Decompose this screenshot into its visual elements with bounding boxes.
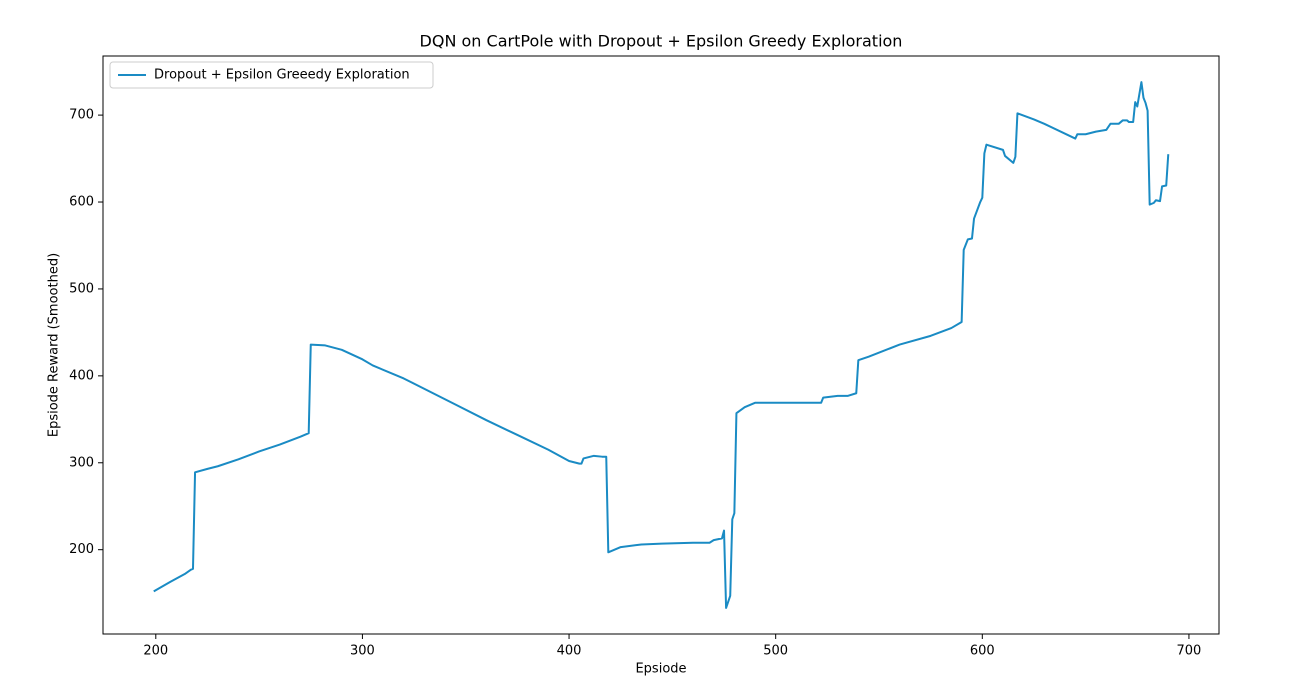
y-tick-label: 500: [69, 281, 94, 296]
data-line: [153, 81, 1170, 609]
y-tick-label: 300: [69, 455, 94, 470]
x-tick-label: 500: [763, 644, 788, 659]
x-tick-label: 300: [350, 644, 375, 659]
legend-label: Dropout + Epsilon Greeedy Exploration: [154, 68, 410, 83]
y-tick-label: 400: [69, 368, 94, 383]
x-tick-label: 400: [557, 644, 582, 659]
y-tick-label: 200: [69, 542, 94, 557]
legend-box: [109, 61, 434, 89]
chart-title: DQN on CartPole with Dropout + Epsilon G…: [420, 32, 903, 51]
x-axis-label: Epsiode: [635, 662, 686, 677]
plot-frame: [102, 55, 1220, 635]
x-tick-label: 200: [143, 644, 168, 659]
x-tick-label: 700: [1177, 644, 1202, 659]
y-axis-label: Epsiode Reward (Smoothed): [47, 253, 62, 437]
y-tick-label: 700: [69, 108, 94, 123]
x-tick-label: 600: [970, 644, 995, 659]
y-tick-label: 600: [69, 195, 94, 210]
